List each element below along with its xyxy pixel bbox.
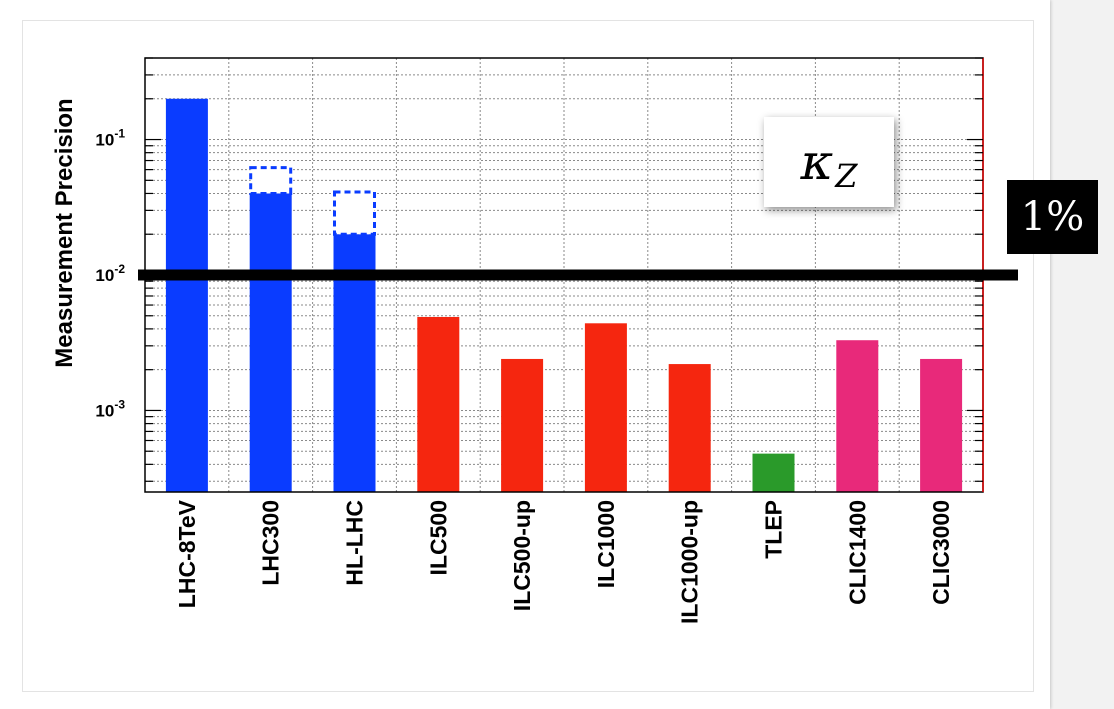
one-percent-label: 1% [1007, 180, 1098, 254]
figure-frame [22, 20, 1034, 692]
bar-lhc300 [249, 193, 292, 492]
x-tick-label: ILC500-up [509, 500, 535, 611]
x-tick-label: ILC500 [425, 500, 451, 575]
x-tick-labels: LHC-8TeV LHC300 HL-LHC ILC500 ILC500-up ILC10… [174, 499, 954, 624]
y-tick-label: 10-3 [95, 397, 125, 420]
kappa-subscript: Z [835, 157, 858, 195]
y-axis-label: Measurement Precision [51, 98, 78, 367]
x-tick-label: ILC1000 [593, 500, 619, 588]
bar-ilc500-up [501, 358, 544, 492]
kappa-symbol: κ [800, 133, 834, 191]
bar-clic3000 [920, 358, 963, 492]
bar-range-hl-lhc [333, 190, 376, 236]
x-tick-label: TLEP [761, 500, 787, 559]
x-tick-label: CLIC3000 [928, 500, 954, 605]
bar-ilc1000-up [668, 364, 711, 492]
x-tick-label: ILC1000-up [677, 500, 703, 624]
x-tick-label: LHC-8TeV [174, 499, 200, 608]
y-tick-labels: 10-1 10-2 10-3 [95, 127, 125, 421]
bar-ilc1000 [584, 323, 627, 492]
bar-range-lhc300 [249, 166, 293, 195]
bar-lhc-8tev [165, 98, 208, 493]
bar-clic1400 [836, 340, 879, 492]
y-tick-label: 10-2 [95, 262, 125, 285]
x-tick-label: CLIC1400 [844, 500, 870, 605]
x-tick-label: LHC300 [258, 500, 284, 586]
bar-ilc500 [417, 316, 460, 492]
y-tick-label: 10-1 [95, 127, 125, 150]
bar-tlep [752, 453, 795, 492]
x-tick-label: HL-LHC [342, 500, 368, 586]
